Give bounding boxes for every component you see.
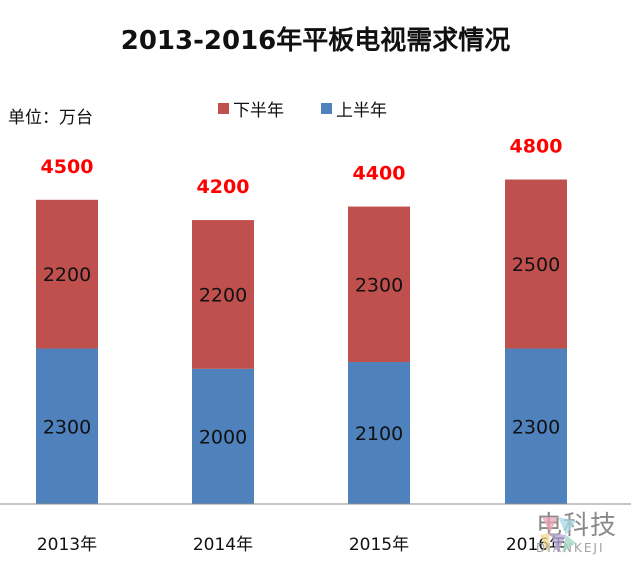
chart-title: 2013-2016年平板电视需求情况	[120, 26, 511, 56]
legend-label-second-half: 下半年	[233, 101, 284, 121]
bar-value-label: 2200	[199, 284, 247, 306]
bar-segment-first-half	[348, 362, 410, 504]
legend-item-second-half: 下半年	[218, 96, 284, 121]
legend-label-first-half: 上半年	[336, 101, 387, 121]
bar-segment-second-half	[505, 179, 567, 349]
bar-value-label: 2100	[355, 423, 403, 445]
legend-swatch-second-half	[218, 103, 229, 114]
x-tick-label: 2016年	[506, 535, 566, 555]
watermark: 电科技 DIANKEJI	[536, 513, 617, 554]
bar-total-label: 4200	[197, 176, 250, 198]
x-tick-label: 2015年	[349, 535, 409, 555]
legend-swatch-first-half	[321, 103, 332, 114]
x-tick-label: 2013年	[37, 535, 97, 555]
bar-segment-first-half	[192, 368, 254, 504]
watermark-text-en: DIANKEJI	[535, 541, 605, 555]
bar-value-label: 2300	[355, 274, 403, 296]
bar-segment-second-half	[348, 206, 410, 363]
watermark-logo-icon	[539, 517, 576, 553]
bar-value-label: 2200	[43, 264, 91, 286]
bar-segment-second-half	[36, 199, 98, 349]
bar-total-label: 4500	[41, 156, 94, 178]
bar-total-label: 4400	[353, 163, 406, 185]
unit-label: 单位：万台	[8, 108, 93, 128]
bar-segment-second-half	[192, 220, 254, 369]
x-tick-label: 2014年	[193, 535, 253, 555]
bar-value-label: 2500	[512, 254, 560, 276]
bar-value-label: 2300	[512, 416, 560, 438]
bar-segment-first-half	[36, 348, 98, 504]
bar-segment-first-half	[505, 348, 567, 504]
legend-item-first-half: 上半年	[321, 96, 387, 121]
bar-total-label: 4800	[510, 136, 563, 158]
bar-value-label: 2300	[43, 416, 91, 438]
bar-value-label: 2000	[199, 426, 247, 448]
